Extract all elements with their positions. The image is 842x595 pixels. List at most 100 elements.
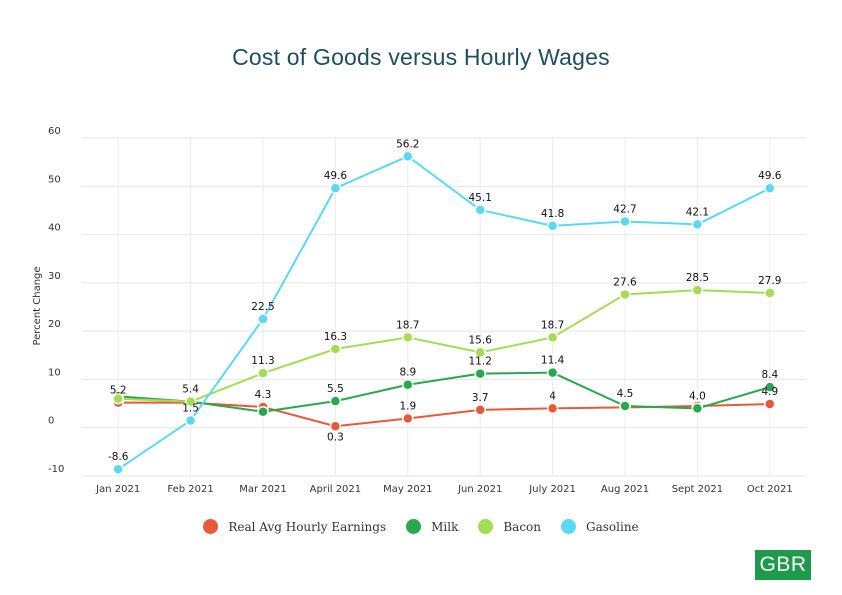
data-point-real-avg-hourly-earnings[interactable] [329,420,342,433]
data-point-bacon[interactable] [474,346,486,359]
x-tick-label: July 2021 [528,484,576,495]
data-label-bacon: 28.5 [686,272,709,284]
data-label-bacon: 27.9 [758,275,781,287]
data-point-milk[interactable] [474,367,486,380]
data-label-real-avg-hourly-earnings: 4.3 [255,389,272,401]
data-point-real-avg-hourly-earnings[interactable] [546,402,559,415]
legend: Real Avg Hourly Earnings Milk Bacon Gasolin… [0,519,842,534]
data-point-gasoline[interactable] [402,150,414,163]
x-tick-label: Feb 2021 [167,484,213,495]
data-label-bacon: 5.4 [182,384,199,396]
y-axis-label: Percent Change [32,266,43,345]
series-line-bacon [118,289,770,403]
data-point-gasoline[interactable] [764,182,776,194]
data-label-milk: 4.0 [689,390,706,402]
data-point-bacon[interactable] [402,331,414,344]
data-point-milk[interactable] [546,366,559,379]
x-tick-label: Jan 2021 [95,484,140,495]
y-tick-label: -10 [48,464,64,475]
legend-item-gasoline[interactable]: Gasoline [561,519,639,534]
data-point-bacon[interactable] [329,343,342,355]
data-point-milk[interactable] [619,400,631,412]
data-label-real-avg-hourly-earnings: 4 [549,390,556,402]
data-point-real-avg-hourly-earnings[interactable] [474,404,486,416]
data-label-real-avg-hourly-earnings: 5.2 [110,385,127,397]
data-point-gasoline[interactable] [546,220,559,232]
x-tick-label: Jun 2021 [457,484,502,495]
data-label-real-avg-hourly-earnings: 1.9 [399,401,416,413]
data-label-milk: 8.9 [399,367,416,379]
data-label-gasoline: 49.6 [758,170,782,182]
x-axis-ticks: Jan 2021 Feb 2021 Mar 2021 April 2021 May 20… [95,484,793,495]
legend-label: Bacon [503,519,542,534]
y-tick-label: 60 [48,126,61,137]
legend-swatch [478,519,494,534]
data-point-bacon[interactable] [257,367,269,379]
y-tick-label: 40 [48,223,61,234]
data-label-gasoline: 1.5 [182,402,199,414]
data-point-bacon[interactable] [112,392,124,405]
data-labels: 5.2 4.3 0.3 1.9 3.7 4 4.9 5.5 8.9 11.2 11.4 4.5 4.0 8… [108,138,782,463]
data-label-real-avg-hourly-earnings: 3.7 [472,392,489,404]
data-label-real-avg-hourly-earnings: 4.9 [761,386,778,398]
legend-item-bacon[interactable]: Bacon [478,519,541,534]
y-tick-label: 10 [48,367,61,378]
legend-item-milk[interactable]: Milk [406,519,458,534]
data-point-gasoline[interactable] [112,463,124,475]
data-label-bacon: 18.7 [396,319,419,331]
data-point-gasoline[interactable] [619,215,631,228]
series-line-milk [118,371,771,413]
data-label-milk: 4.5 [617,388,634,400]
data-label-bacon: 15.6 [469,334,493,346]
x-tick-label: May 2021 [383,484,432,495]
data-point-gasoline[interactable] [691,218,704,231]
data-point-gasoline[interactable] [329,182,342,194]
legend-label: Milk [431,519,459,534]
data-label-gasoline: 49.6 [324,170,348,182]
data-point-real-avg-hourly-earnings[interactable] [402,412,414,425]
data-point-milk[interactable] [257,406,269,418]
data-point-milk[interactable] [691,402,704,415]
data-point-gasoline[interactable] [474,204,486,216]
legend-swatch [203,519,219,534]
data-point-milk[interactable] [329,395,342,407]
data-label-gasoline: 42.1 [686,206,709,218]
data-label-gasoline: 42.7 [613,204,636,216]
data-point-gasoline[interactable] [184,414,197,427]
data-point-real-avg-hourly-earnings[interactable] [764,398,776,410]
data-point-bacon[interactable] [764,287,776,299]
y-tick-label: 50 [48,174,61,185]
data-point-milk[interactable] [402,378,414,391]
y-tick-label: 20 [48,319,61,330]
data-label-gasoline: 41.8 [541,208,564,220]
chart-title: Cost of Goods versus Hourly Wages [232,44,610,70]
legend-swatch [406,519,422,534]
gbr-logo: GBR [755,550,811,580]
data-label-milk: 8.4 [761,369,778,381]
y-tick-label: 30 [48,271,61,282]
data-label-milk: 11.4 [541,355,565,367]
legend-item-real-avg-hourly-earnings[interactable]: Real Avg Hourly Earnings [203,519,386,534]
data-label-gasoline: 22.5 [251,301,274,313]
x-tick-label: Mar 2021 [239,484,287,495]
data-label-milk: 11.2 [469,356,492,368]
data-point-bacon[interactable] [619,288,631,301]
x-tick-label: April 2021 [310,484,361,495]
series-lines [117,155,771,471]
data-point-bacon[interactable] [691,284,704,296]
x-tick-label: Oct 2021 [747,484,793,495]
x-tick-label: Sept 2021 [672,484,723,495]
data-point-gasoline[interactable] [257,313,269,325]
series-line-gasoline [117,155,771,471]
data-label-milk: 5.5 [327,383,344,395]
data-label-gasoline: -8.6 [108,451,129,463]
data-label-real-avg-hourly-earnings: 0.3 [327,431,344,443]
data-label-gasoline: 45.1 [469,192,492,204]
data-point-milk[interactable] [764,381,776,393]
data-point-bacon[interactable] [546,331,559,344]
data-point-bacon[interactable] [184,395,197,408]
legend-swatch [561,519,577,534]
y-tick-label: 0 [48,416,54,427]
data-label-bacon: 16.3 [324,331,347,343]
